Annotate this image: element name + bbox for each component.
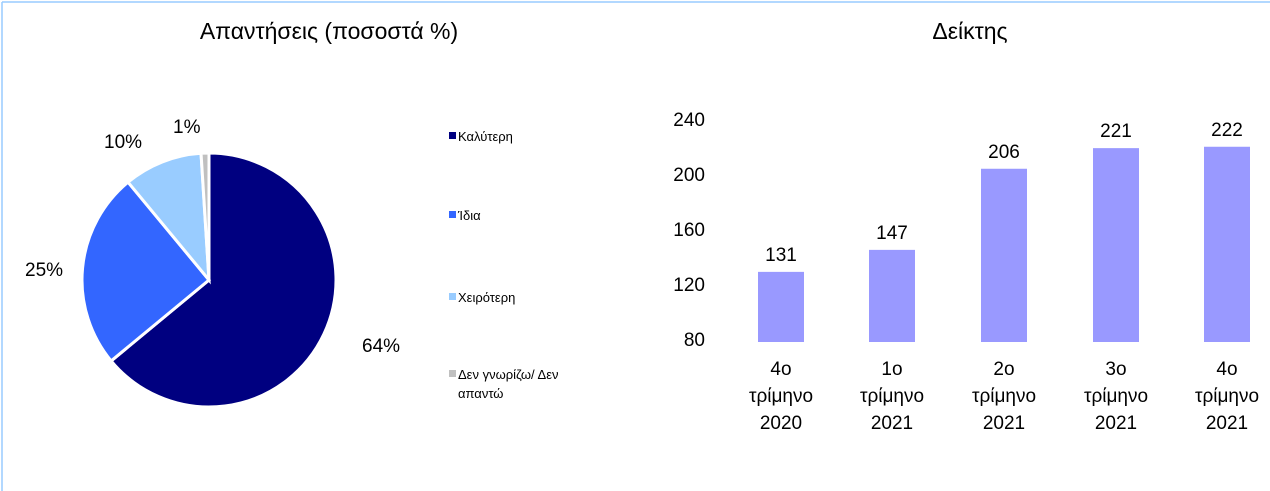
bar [758, 271, 804, 342]
pie-slice [125, 151, 211, 285]
x-tick-label: 2ο τρίμηνο 2021 [971, 359, 1037, 434]
x-tick-label: 4ο τρίμηνο 2021 [1194, 359, 1260, 434]
bar [869, 249, 915, 342]
bar [981, 168, 1027, 342]
y-tick-label: 200 [673, 165, 705, 186]
value-label: 222 [1211, 119, 1243, 141]
pie-slice [109, 151, 338, 409]
chart-title: Απαντήσεις (ποσοστά %) [199, 18, 459, 44]
slice-label: 1% [173, 117, 201, 138]
legend-swatch [449, 211, 456, 218]
y-tick-label: 120 [673, 275, 705, 296]
legend-swatch [449, 293, 456, 300]
y-tick-label: 240 [673, 110, 705, 131]
chart-title: Δείκτης [932, 18, 1008, 44]
value-label: 131 [765, 244, 797, 266]
y-tick-label: 80 [683, 330, 705, 351]
value-label: 221 [1100, 121, 1132, 143]
legend-label: Δεν γνωρίζω/ Δεν απαντώ [458, 367, 559, 401]
legend-label: Καλύτερη [458, 129, 513, 144]
legend-swatch [449, 370, 456, 377]
slice-label: 25% [25, 260, 64, 281]
slice-label: 64% [362, 336, 401, 357]
bar [1204, 146, 1250, 342]
x-tick-label: 4ο τρίμηνο 2020 [748, 359, 814, 434]
legend-swatch [449, 132, 456, 139]
x-tick-label: 1ο τρίμηνο 2021 [859, 359, 925, 434]
value-label: 147 [876, 222, 908, 244]
value-label: 206 [988, 141, 1020, 163]
legend-label: Ίδια [458, 208, 481, 223]
slice-label: 10% [104, 132, 143, 153]
x-tick-label: 3ο τρίμηνο 2021 [1083, 359, 1149, 434]
bar [1093, 148, 1139, 342]
pie-slice [199, 151, 211, 281]
legend-label: Χειρότερη [458, 290, 516, 305]
pie-slice [80, 180, 212, 364]
y-tick-label: 160 [673, 220, 705, 241]
